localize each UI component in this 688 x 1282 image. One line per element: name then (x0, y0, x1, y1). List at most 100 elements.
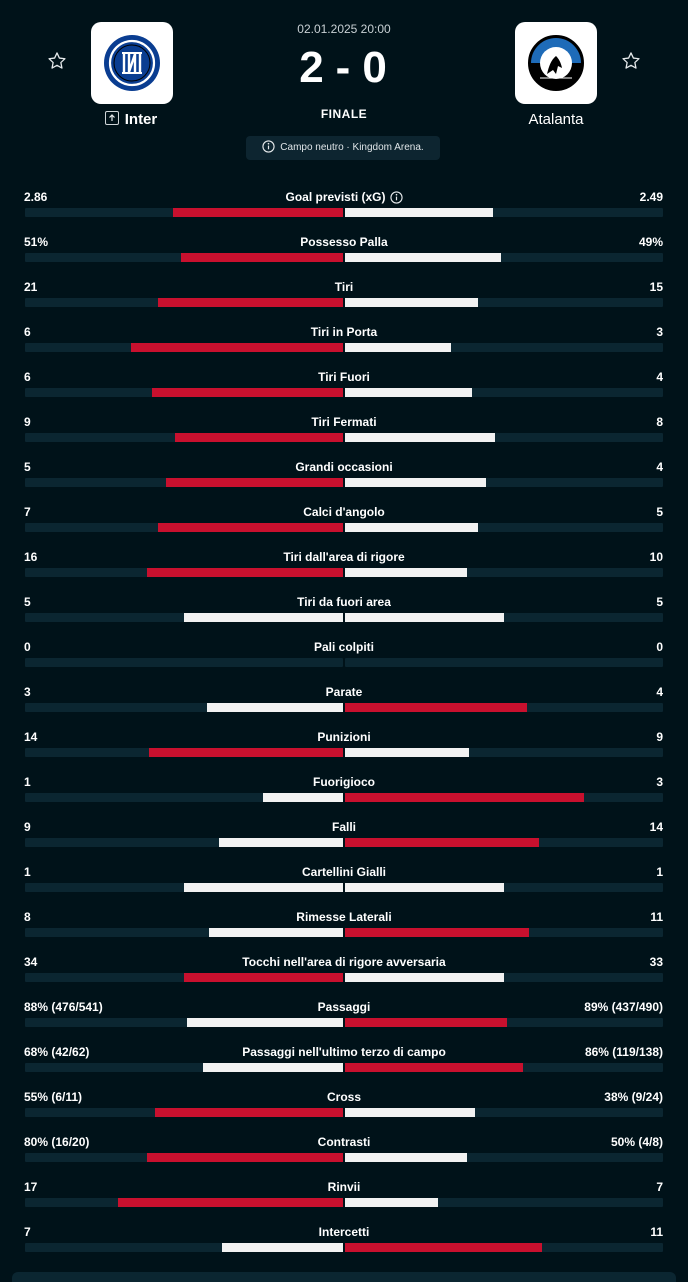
stat-home-bar (207, 703, 343, 712)
stat-label-text: Tiri (334, 280, 354, 294)
stat-label: Parate (0, 684, 688, 700)
stat-label: Cartellini Gialli (0, 864, 688, 880)
bottom-panel-edge (12, 1272, 676, 1282)
stat-home-bar (155, 1108, 343, 1117)
home-score: 2 (299, 43, 326, 92)
stat-home-bar (219, 838, 343, 847)
stat-row: 5 Tiri da fuori area 5 (0, 585, 688, 630)
away-team-logo[interactable] (515, 22, 597, 104)
stat-home-track (25, 433, 343, 442)
stat-away-bar (345, 1198, 438, 1207)
stat-label: Tiri Fuori (0, 369, 688, 385)
stat-row: 9 Tiri Fermati 8 (0, 405, 688, 450)
stat-away-track (345, 478, 663, 487)
stat-away-value: 3 (656, 775, 663, 789)
stat-away-value: 4 (656, 685, 663, 699)
stat-away-bar (345, 568, 467, 577)
stat-home-track (25, 1063, 343, 1072)
stat-home-value: 7 (24, 1225, 31, 1239)
stat-away-bar (345, 1063, 523, 1072)
arrow-up-icon (104, 111, 119, 125)
stat-home-value: 55% (6/11) (24, 1090, 83, 1104)
favorite-home-star-icon[interactable] (46, 50, 68, 72)
stat-away-track (345, 973, 663, 982)
stat-home-value: 1 (24, 865, 31, 879)
stat-away-bar (345, 253, 501, 262)
stat-label: Possesso Palla (0, 234, 688, 250)
stat-label-text: Contrasti (317, 1135, 371, 1149)
stat-home-value: 68% (42/62) (24, 1045, 90, 1059)
home-team-name[interactable]: Inter (51, 110, 211, 130)
stat-away-track (345, 433, 663, 442)
stat-home-bar (203, 1063, 343, 1072)
stat-home-bar (187, 1018, 343, 1027)
stat-label: Tocchi nell'area di rigore avversaria (0, 954, 688, 970)
stat-label: Calci d'angolo (0, 504, 688, 520)
stat-row: 68% (42/62) Passaggi nell'ultimo terzo di… (0, 1035, 688, 1080)
stat-home-track (25, 1018, 343, 1027)
stat-row: 3 Parate 4 (0, 675, 688, 720)
stat-row: 7 Intercetti 11 (0, 1215, 688, 1260)
favorite-away-star-icon[interactable] (620, 50, 642, 72)
stat-home-value: 0 (24, 640, 31, 654)
stat-home-track (25, 748, 343, 757)
stat-home-track (25, 838, 343, 847)
stat-away-track (345, 838, 663, 847)
stat-home-value: 1 (24, 775, 31, 789)
stat-home-value: 17 (24, 1180, 38, 1194)
stat-row: 21 Tiri 15 (0, 270, 688, 315)
stat-home-value: 7 (24, 505, 31, 519)
stat-away-track (345, 523, 663, 532)
stat-away-value: 14 (649, 820, 663, 834)
stat-away-value: 4 (656, 460, 663, 474)
stat-home-track (25, 523, 343, 532)
stat-home-bar (149, 748, 343, 757)
stat-home-track (25, 928, 343, 937)
stat-row: 1 Fuorigioco 3 (0, 765, 688, 810)
stat-away-bar (345, 703, 527, 712)
stat-home-value: 14 (24, 730, 38, 744)
stat-away-bar (345, 1243, 542, 1252)
stat-away-bar (345, 838, 539, 847)
stat-row: 2.86 Goal previsti (xG) 2.49 (0, 180, 688, 225)
score-separator: - (335, 43, 353, 92)
venue-badge: Campo neutro · Kingdom Arena. (246, 136, 440, 160)
stat-label-text: Rinvii (327, 1180, 361, 1194)
home-team-logo[interactable] (91, 22, 173, 104)
stat-label: Intercetti (0, 1224, 688, 1240)
stat-label-text: Goal previsti (xG) (285, 190, 386, 204)
stat-row: 0 Pali colpiti 0 (0, 630, 688, 675)
stat-away-track (345, 928, 663, 937)
stat-label: Falli (0, 819, 688, 835)
stat-label: Punizioni (0, 729, 688, 745)
stat-home-track (25, 253, 343, 262)
stat-away-track (345, 703, 663, 712)
stat-away-track (345, 1198, 663, 1207)
stat-home-bar (175, 433, 343, 442)
xg-info-icon[interactable] (389, 191, 403, 208)
stat-away-track (345, 793, 663, 802)
stat-home-bar (147, 568, 343, 577)
stat-label: Fuorigioco (0, 774, 688, 790)
stat-away-track (345, 343, 663, 352)
stat-away-track (345, 1018, 663, 1027)
stat-away-value: 9 (656, 730, 663, 744)
stat-away-track (345, 1108, 663, 1117)
stat-away-value: 8 (656, 415, 663, 429)
stat-label-text: Passaggi nell'ultimo terzo di campo (242, 1045, 446, 1059)
stat-row: 8 Rimesse Laterali 11 (0, 900, 688, 945)
stat-home-track (25, 658, 343, 667)
stat-home-track (25, 1108, 343, 1117)
stat-label-text: Pali colpiti (313, 640, 374, 654)
stat-away-bar (345, 613, 504, 622)
away-team-name[interactable]: Atalanta (528, 111, 584, 128)
stat-away-value: 1 (656, 865, 663, 879)
match-score: 2-0 (0, 40, 688, 96)
stat-row: 5 Grandi occasioni 4 (0, 450, 688, 495)
stat-row: 1 Cartellini Gialli 1 (0, 855, 688, 900)
stat-home-bar (118, 1198, 343, 1207)
stat-row: 55% (6/11) Cross 38% (9/24) (0, 1080, 688, 1125)
stat-row: 9 Falli 14 (0, 810, 688, 855)
stat-away-value: 5 (656, 595, 663, 609)
stat-away-value: 89% (437/490) (584, 1000, 663, 1014)
